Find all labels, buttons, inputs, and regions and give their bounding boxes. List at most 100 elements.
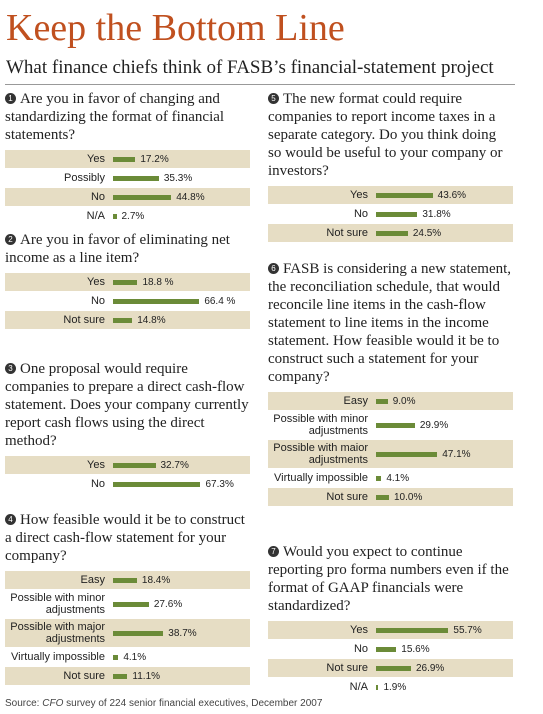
question: 7 Would you expect to continue reporting … xyxy=(268,543,513,615)
question-number: 2 xyxy=(5,234,16,245)
category-label: Easy xyxy=(80,574,105,586)
bar-row: Easy 18.4% xyxy=(5,571,250,590)
bar-row: N/A 2.7% xyxy=(5,207,250,226)
category-label: Yes xyxy=(87,459,105,471)
bar-row: Not sure 26.9% xyxy=(268,659,513,678)
category-label: No xyxy=(353,208,368,220)
value-label: 4.1% xyxy=(123,651,147,663)
value-label: 32.7% xyxy=(160,459,189,471)
value-label: 9.0% xyxy=(392,395,416,407)
value-label: 43.6% xyxy=(437,189,467,201)
question-text: Are you in favor of eliminating net inco… xyxy=(5,232,230,266)
bar-row: No 15.6% xyxy=(268,640,513,659)
question-number: 3 xyxy=(5,363,16,374)
divider xyxy=(5,84,515,85)
question-number: 7 xyxy=(268,546,279,557)
bar xyxy=(376,494,389,500)
bar-row: Possible with minor adjustments 27.6% xyxy=(5,590,250,619)
bar xyxy=(376,451,438,457)
category-label: Not sure xyxy=(326,227,368,239)
bar-row: Not sure 10.0% xyxy=(268,488,513,507)
bar xyxy=(376,475,382,481)
category-label: Not sure xyxy=(326,662,368,674)
value-label: 14.8% xyxy=(137,314,166,326)
bar xyxy=(376,646,397,652)
bar-row: Not sure 14.8% xyxy=(5,311,250,330)
value-label: 47.1% xyxy=(442,448,471,460)
bar xyxy=(376,627,449,633)
bar-row: Yes 32.7% xyxy=(5,456,250,475)
bar-row: No 66.4 % xyxy=(5,292,250,311)
bar-row: Yes 18.8 % xyxy=(5,273,250,292)
bar xyxy=(376,684,379,690)
bar xyxy=(113,194,172,200)
question-text: FASB is considering a new statement, the… xyxy=(268,261,512,385)
value-label: 1.9% xyxy=(383,681,407,693)
bar xyxy=(113,577,137,583)
category-label: Not sure xyxy=(63,314,105,326)
value-label: 44.8% xyxy=(176,191,205,203)
category-label: Not sure xyxy=(326,491,368,503)
value-label: 35.3% xyxy=(163,172,193,184)
value-label: 66.4 % xyxy=(204,295,236,307)
category-label: Yes xyxy=(87,276,105,288)
source: Source: CFO survey of 224 senior financi… xyxy=(5,698,322,709)
question-number: 1 xyxy=(5,93,16,104)
category-label: No xyxy=(90,478,105,490)
question: 3 One proposal would require companies to… xyxy=(5,360,250,450)
bar xyxy=(376,398,388,404)
chart: 7 Would you expect to continue reporting … xyxy=(268,543,513,697)
category-label: No xyxy=(90,191,105,203)
value-label: 24.5% xyxy=(412,227,442,239)
category-label: N/A xyxy=(349,681,368,693)
bar xyxy=(113,213,117,219)
bar-row: Easy 9.0% xyxy=(268,392,513,411)
bar xyxy=(113,481,201,487)
question-number: 4 xyxy=(5,514,16,525)
bar-row: N/A 1.9% xyxy=(268,678,513,697)
bar xyxy=(113,156,136,162)
bar-row: No 67.3% xyxy=(5,475,250,494)
question: 2 Are you in favor of eliminating net inc… xyxy=(5,231,250,267)
chart: 1 Are you in favor of changing and standa… xyxy=(5,90,250,226)
value-label: 4.1% xyxy=(386,472,410,484)
category-label: Possible with major adjustments xyxy=(10,621,105,645)
value-label: 31.8% xyxy=(422,208,451,220)
value-label: 18.8 % xyxy=(142,276,174,288)
question-number: 5 xyxy=(268,93,279,104)
bar xyxy=(113,630,164,636)
question: 6 FASB is considering a new statement, th… xyxy=(268,260,513,386)
chart: 2 Are you in favor of eliminating net inc… xyxy=(5,231,250,330)
value-label: 15.6% xyxy=(401,643,430,655)
value-label: 2.7% xyxy=(121,210,145,222)
bar-row: Virtually impossible 4.1% xyxy=(5,648,250,667)
bar-row: Possible with maior adjustments 47.1% xyxy=(268,440,513,469)
bar xyxy=(113,462,156,468)
category-label: No xyxy=(90,295,105,307)
question-text: Would you expect to continue reporting p… xyxy=(268,544,509,614)
bar xyxy=(113,298,200,304)
value-label: 38.7% xyxy=(168,627,197,639)
question: 4 How feasible would it be to con­struct … xyxy=(5,511,250,565)
value-label: 10.0% xyxy=(394,491,423,503)
bar xyxy=(376,230,408,236)
category-label: No xyxy=(353,643,368,655)
bar-row: Yes 43.6% xyxy=(268,186,513,205)
bar-row: No 31.8% xyxy=(268,205,513,224)
category-label: Possible with minor adjustments xyxy=(273,413,368,437)
source-publication: CFO xyxy=(42,698,64,709)
chart: 4 How feasible would it be to con­struct … xyxy=(5,511,250,686)
category-label: Possible with maior adjustments xyxy=(273,442,368,466)
value-label: 27.6% xyxy=(153,598,183,610)
chart: 3 One proposal would require companies to… xyxy=(5,360,250,494)
question-text: The new format could require companies t… xyxy=(268,91,503,179)
value-label: 17.2% xyxy=(140,153,169,165)
bar-row: No 44.8% xyxy=(5,188,250,207)
bar xyxy=(113,317,133,323)
question: 1 Are you in favor of changing and standa… xyxy=(5,90,250,144)
category-label: Yes xyxy=(350,189,368,201)
bar-row: Yes 17.2% xyxy=(5,150,250,169)
category-label: Virtually impossible xyxy=(11,651,105,663)
question-text: How feasible would it be to con­struct a… xyxy=(5,512,245,564)
question-text: Are you in favor of changing and standar… xyxy=(5,91,225,143)
